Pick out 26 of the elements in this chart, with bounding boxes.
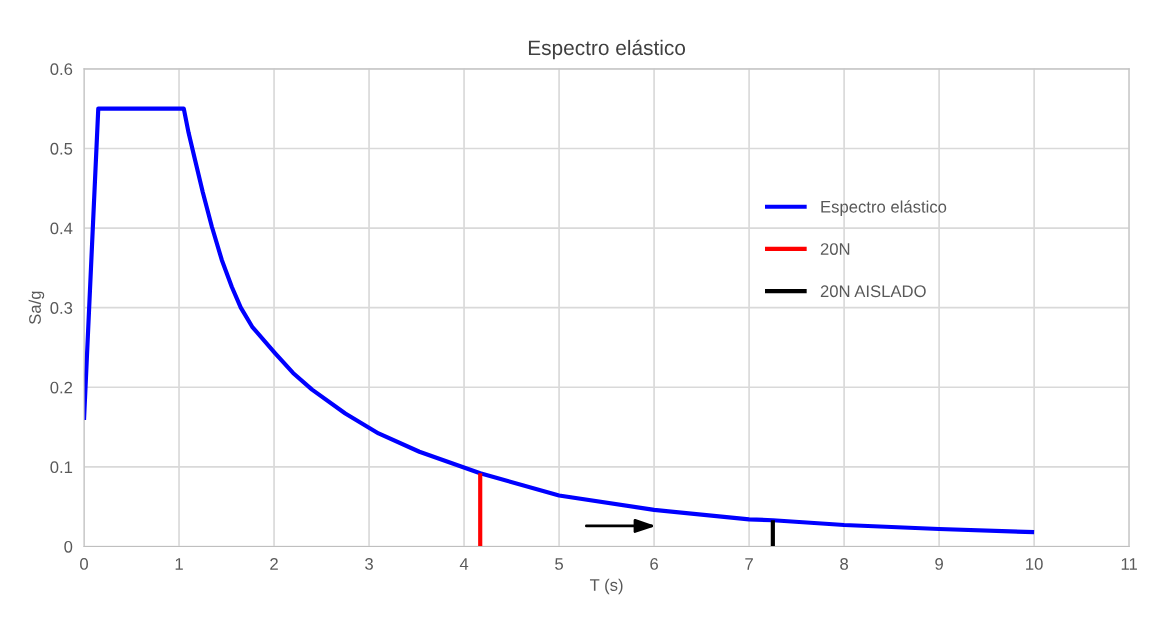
x-tick-label: 5	[555, 558, 564, 570]
y-tick-label: 0.5	[50, 142, 73, 155]
y-tick-label: 0.3	[50, 302, 73, 314]
chart-title: Espectro elástico	[528, 39, 686, 60]
x-tick-label: 3	[365, 558, 373, 570]
x-tick-label: 4	[459, 558, 469, 570]
x-axis-title: T (s)	[589, 578, 623, 595]
y-axis-title: Sa/g	[28, 291, 45, 325]
legend-label: 20N AISLADO	[820, 285, 926, 298]
y-tick-label: 0	[64, 540, 73, 553]
legend-label: 20N	[820, 243, 850, 255]
line-series	[84, 106, 1037, 535]
y-tick-label: 0.2	[50, 381, 73, 394]
x-tick-label: 10	[1026, 558, 1043, 570]
y-tick-label: 0.4	[50, 222, 73, 235]
x-tick-label: 1	[175, 558, 183, 570]
x-tick-label: 11	[1121, 558, 1137, 570]
x-tick-label: 6	[650, 558, 658, 570]
x-tick-label: 9	[935, 558, 943, 570]
y-tick-label: 0.1	[50, 461, 73, 474]
legend-label: Espectro elástico	[821, 200, 947, 217]
x-tick-label: 0	[80, 558, 89, 570]
y-tick-label: 0.6	[50, 63, 73, 76]
x-tick-label: 2	[270, 558, 278, 570]
x-tick-label: 8	[840, 558, 849, 570]
x-tick-label: 7	[745, 558, 753, 570]
